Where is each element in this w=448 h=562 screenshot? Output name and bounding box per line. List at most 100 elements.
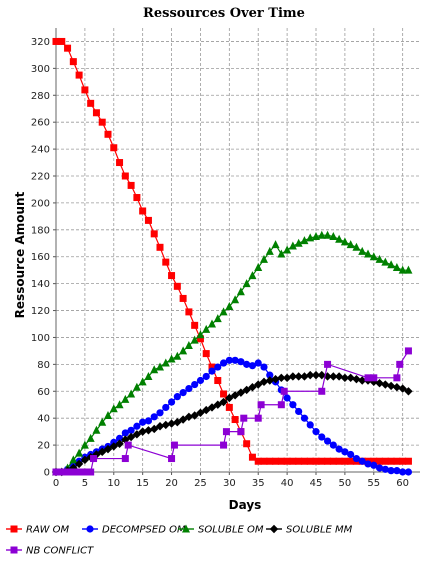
y-tick-label: 160 (31, 252, 50, 263)
data-point-decompsed-om (289, 401, 297, 409)
data-point-decompsed-om (219, 359, 228, 367)
data-point-raw-om (341, 457, 349, 465)
data-point-soluble-om (340, 237, 349, 246)
data-point-soluble-mm (213, 400, 222, 409)
data-point-decompsed-om (167, 398, 176, 406)
data-point-soluble-om (283, 245, 292, 254)
y-tick-label: 280 (31, 91, 50, 102)
data-point-raw-om (156, 243, 164, 251)
data-point-raw-om (404, 457, 412, 465)
data-point-soluble-om (156, 362, 164, 371)
data-point-soluble-om (398, 265, 407, 274)
data-point-raw-om (277, 457, 285, 465)
data-point-raw-om (104, 130, 112, 138)
data-point-soluble-mm (340, 373, 350, 383)
data-point-decompsed-om (393, 467, 401, 475)
data-point-soluble-mm (277, 373, 286, 383)
data-point-decompsed-om (283, 394, 291, 402)
data-point-raw-om (329, 457, 337, 465)
data-point-raw-om (69, 58, 77, 66)
data-point-raw-om (248, 453, 256, 461)
data-point-decompsed-om (139, 418, 147, 426)
data-point-soluble-mm (311, 370, 321, 380)
data-point-soluble-mm (184, 412, 194, 422)
data-point-soluble-mm (161, 420, 170, 430)
x-tick-label: 55 (367, 478, 380, 489)
data-point-soluble-mm (74, 459, 84, 469)
data-point-soluble-mm (248, 383, 257, 392)
data-point-decompsed-om (306, 421, 314, 429)
x-axis-label: Days (229, 498, 262, 512)
data-point-soluble-mm (109, 442, 118, 451)
legend-item-decompsed-om: DECOMPSED OM (82, 525, 186, 536)
data-point-soluble-mm (219, 397, 228, 407)
data-point-soluble-om (248, 271, 257, 280)
series-nb-conflict (52, 347, 412, 476)
data-point-soluble-mm (329, 372, 338, 381)
data-point-soluble-mm (375, 379, 384, 388)
plot-area (56, 28, 420, 472)
data-point-raw-om (295, 457, 303, 465)
data-point-soluble-om (225, 302, 234, 311)
data-point-raw-om (64, 44, 72, 52)
data-point-soluble-om (254, 262, 263, 271)
data-point-raw-om (58, 37, 66, 45)
data-point-decompsed-om (260, 363, 268, 371)
y-tick-label: 140 (31, 279, 50, 290)
data-point-raw-om (370, 457, 378, 465)
legend-marker (86, 525, 94, 533)
x-tick-label: 25 (194, 478, 207, 489)
data-point-decompsed-om (370, 461, 378, 469)
data-point-raw-om (144, 216, 152, 224)
data-point-soluble-mm (150, 424, 159, 434)
data-point-soluble-mm (167, 419, 176, 428)
data-point-soluble-om (144, 371, 153, 380)
axes: 0 5 10 15 20 25 30 35 40 45 50 55 60 0 20 40 60 80 100 120 1… (31, 28, 420, 489)
data-point-soluble-om (150, 365, 159, 374)
data-point-soluble-mm (173, 418, 182, 427)
data-point-nb-conflict (81, 468, 89, 476)
data-point-raw-om (254, 457, 262, 465)
data-point-raw-om (272, 457, 280, 465)
data-point-decompsed-om (115, 434, 124, 442)
data-point-soluble-mm (155, 422, 165, 431)
data-point-soluble-om (306, 233, 315, 242)
data-point-nb-conflict (237, 428, 245, 436)
data-point-soluble-om (80, 440, 89, 449)
data-point-soluble-mm (196, 408, 205, 417)
data-point-raw-om (196, 335, 204, 343)
data-point-decompsed-om (341, 448, 349, 456)
data-point-soluble-om (242, 279, 251, 288)
legend-label: SOLUBLE MM (286, 525, 353, 536)
data-point-raw-om (92, 109, 100, 117)
data-point-soluble-om (369, 252, 378, 261)
data-point-soluble-om (109, 404, 118, 413)
data-point-decompsed-om (127, 426, 135, 434)
data-point-soluble-mm (317, 370, 326, 380)
data-point-nb-conflict (240, 414, 248, 422)
data-point-decompsed-om (329, 441, 337, 449)
data-point-decompsed-om (237, 358, 245, 366)
data-point-raw-om (116, 159, 124, 167)
data-point-raw-om (185, 308, 193, 316)
data-point-soluble-om (184, 341, 193, 350)
data-point-soluble-om (132, 382, 141, 391)
data-point-nb-conflict (168, 455, 176, 463)
data-point-soluble-mm (236, 388, 246, 397)
data-point-soluble-om (213, 314, 222, 323)
data-point-raw-om (289, 457, 297, 465)
data-point-raw-om (283, 457, 291, 465)
data-point-soluble-om (115, 400, 124, 409)
data-point-soluble-om (173, 351, 182, 360)
x-tick-label: 60 (396, 478, 409, 489)
data-point-soluble-om (387, 260, 396, 269)
y-tick-label: 220 (31, 172, 50, 183)
data-point-soluble-om (179, 346, 188, 355)
x-tick-label: 20 (165, 478, 178, 489)
data-point-soluble-mm (132, 430, 142, 439)
data-point-decompsed-om (231, 356, 239, 364)
data-point-soluble-om (86, 433, 95, 442)
data-point-decompsed-om (347, 450, 355, 459)
legend-item-soluble-om: SOLUBLE OM (178, 524, 264, 536)
